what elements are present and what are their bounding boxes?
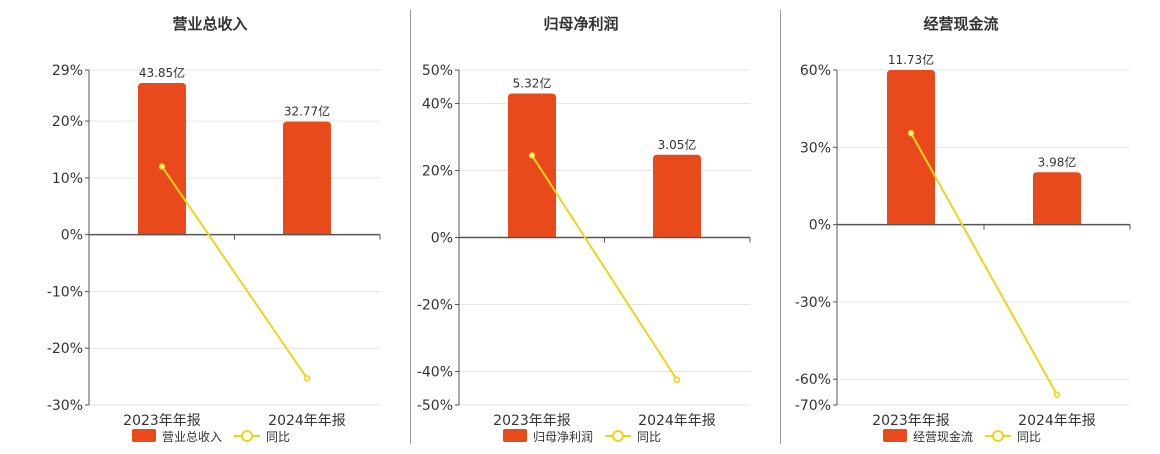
y-tick-label: -40%	[417, 365, 453, 381]
line-point	[303, 375, 311, 382]
bar	[1033, 172, 1081, 225]
bar-data-label: 32.77亿	[284, 104, 330, 119]
y-tick-label: 29%	[52, 63, 83, 79]
panel-divider	[780, 10, 781, 444]
legend-label-line: 同比	[1017, 430, 1041, 444]
y-tick-label: 0%	[431, 231, 453, 247]
x-tick-label: 2023年年报	[493, 413, 571, 429]
y-tick-label: -30%	[795, 295, 831, 311]
y-tick-label: 30%	[800, 140, 831, 156]
y-tick-label: -50%	[417, 398, 453, 414]
legend-label-line: 同比	[266, 430, 290, 444]
series-line-yoy	[161, 165, 308, 379]
legend-marker-line	[241, 430, 253, 442]
y-tick-label: 0%	[61, 228, 83, 244]
bar-data-label: 11.73亿	[888, 52, 934, 67]
chart-title: 经营现金流	[923, 15, 998, 33]
bar	[508, 93, 556, 238]
bar-data-label: 3.98亿	[1038, 154, 1077, 169]
chart-panel-cash-flow: 经营现金流 -70% -60% -30% 0% 30% 60% 11.73亿 3.98亿 2023…	[781, 0, 1160, 450]
revenue-chart: 营业总收入 -30% -20% -10% 0% 10% 20% 29% 43.85亿 32.77亿…	[47, 15, 381, 444]
y-tick-label: 40%	[422, 97, 453, 113]
cash-flow-chart: 经营现金流 -70% -60% -30% 0% 30% 60% 11.73亿 3.98亿 2023…	[795, 15, 1131, 444]
legend-swatch-bar	[132, 429, 156, 442]
chart-panel-net-profit: 归母净利润 -50% -40% -20% 0% 20% 40% 50% 5.32亿 3.05亿 20…	[411, 0, 780, 450]
net-profit-chart: 归母净利润 -50% -40% -20% 0% 20% 40% 50% 5.32亿 3.05亿 20…	[417, 15, 751, 444]
line-point	[528, 152, 536, 159]
legend-label-bar: 归母净利润	[533, 430, 593, 444]
bar	[138, 83, 186, 235]
legend-swatch-bar	[883, 429, 907, 442]
series-line-yoy	[531, 154, 678, 381]
legend-marker-line	[612, 430, 624, 442]
line-point	[907, 129, 915, 137]
bar	[283, 121, 331, 235]
legend-swatch-bar	[503, 429, 527, 442]
y-tick-label: -10%	[47, 284, 83, 300]
line-point	[158, 163, 166, 170]
y-tick-label: -60%	[795, 372, 831, 388]
y-tick-label: 0%	[809, 218, 831, 234]
bar-data-label: 3.05亿	[658, 137, 697, 152]
y-tick-label: -30%	[47, 398, 83, 414]
x-tick-label: 2024年年报	[268, 413, 346, 429]
y-tick-label: -20%	[47, 341, 83, 357]
line-point	[673, 376, 681, 384]
bar-data-label: 5.32亿	[513, 75, 552, 90]
chart-panel-revenue: 营业总收入 -30% -20% -10% 0% 10% 20% 29% 43.85亿 32.77亿…	[0, 0, 410, 450]
x-tick-label: 2023年年报	[123, 413, 201, 429]
bar	[653, 154, 701, 238]
legend-label-line: 同比	[637, 430, 661, 444]
y-tick-label: -20%	[417, 298, 453, 314]
bar-data-label: 43.85亿	[139, 65, 185, 80]
chart-title: 营业总收入	[172, 15, 247, 33]
chart-title: 归母净利润	[543, 15, 618, 33]
y-tick-label: 20%	[422, 164, 453, 180]
legend-label-bar: 经营现金流	[913, 429, 973, 444]
y-tick-label: 50%	[422, 63, 453, 79]
legend-label-bar: 营业总收入	[162, 430, 222, 444]
y-tick-label: -70%	[795, 398, 831, 414]
series-line-yoy	[910, 132, 1058, 396]
legend-marker-line	[992, 430, 1004, 442]
y-tick-label: 60%	[800, 63, 831, 79]
x-tick-label: 2024年年报	[1018, 413, 1096, 429]
line-point	[1053, 391, 1061, 398]
x-tick-label: 2024年年报	[638, 413, 716, 429]
y-tick-label: 10%	[52, 171, 83, 187]
panel-divider	[410, 10, 411, 444]
y-tick-label: 20%	[52, 114, 83, 130]
x-tick-label: 2023年年报	[872, 413, 950, 429]
bar	[887, 70, 935, 225]
